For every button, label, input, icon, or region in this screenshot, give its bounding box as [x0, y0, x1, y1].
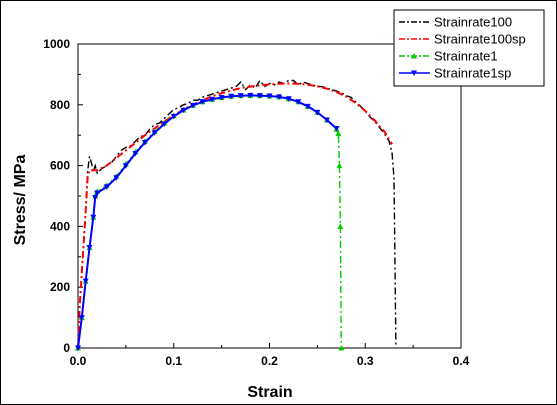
legend-label-strainrate1sp: Strainrate1sp [434, 66, 511, 81]
data-point [337, 223, 344, 229]
data-point [285, 96, 292, 102]
y-tick-label: 0 [63, 341, 70, 355]
data-point [295, 99, 302, 105]
data-point [78, 315, 85, 321]
legend: Strainrate100 Strainrate100sp Strainrate1 S… [393, 9, 545, 87]
series-line-strainrate1sp [77, 94, 338, 349]
data-point [218, 95, 225, 101]
x-tick-label: 0.1 [165, 354, 182, 368]
legend-marker-strainrate1 [411, 53, 417, 59]
plot-area-border [77, 43, 462, 349]
data-point [209, 96, 216, 103]
data-point [276, 94, 283, 100]
data-point [82, 278, 89, 285]
y-tick-label: 200 [50, 280, 70, 294]
data-point [86, 245, 93, 251]
data-point [323, 117, 330, 123]
y-tick-label: 1000 [43, 37, 70, 51]
series-strainrate1 [75, 92, 345, 351]
data-point [113, 175, 120, 181]
legend-marker-strainrate1sp [411, 70, 417, 76]
data-point [247, 92, 254, 99]
data-point [228, 93, 235, 100]
data-point [256, 93, 263, 99]
data-point [304, 103, 311, 110]
series-line-strainrate100sp [77, 82, 393, 349]
legend-label-strainrate100sp: Strainrate100sp [434, 32, 526, 47]
x-tick-label: 0.0 [70, 354, 87, 368]
series-strainrate1sp [75, 92, 340, 351]
data-point [266, 93, 273, 99]
data-point [180, 107, 187, 114]
y-axis-title: Stress/ MPa [12, 155, 29, 246]
y-tick-label: 600 [50, 159, 70, 173]
y-tick-label: 400 [50, 219, 70, 233]
series-line-strainrate100 [77, 79, 397, 349]
data-point [132, 150, 139, 157]
data-point [92, 195, 99, 201]
data-point [94, 190, 101, 196]
data-point [161, 121, 168, 127]
legend-label-strainrate100: Strainrate100 [434, 15, 512, 30]
data-point [170, 113, 177, 120]
legend-label-strainrate1: Strainrate1 [434, 49, 498, 64]
series-strainrate100 [77, 79, 397, 349]
data-point [122, 163, 129, 169]
series-line-strainrate1 [77, 94, 342, 349]
series-layer [75, 79, 397, 351]
data-point [189, 102, 196, 109]
x-tick-label: 0.2 [261, 354, 278, 368]
data-point [103, 184, 110, 190]
data-point [237, 93, 244, 99]
data-point [314, 109, 321, 116]
data-point [151, 130, 158, 136]
data-point [338, 345, 345, 351]
data-point [336, 162, 343, 169]
data-point [199, 99, 206, 105]
series-strainrate100sp [77, 82, 393, 349]
data-point [75, 345, 81, 351]
data-point [335, 130, 342, 137]
x-tick-label: 0.4 [453, 354, 470, 368]
y-tick-label: 800 [50, 98, 70, 112]
y-axis-ticks: 0 200 400 600 800 1000 [43, 37, 83, 355]
x-axis-title: Strain [247, 384, 292, 401]
x-tick-label: 0.3 [357, 354, 374, 368]
data-point [90, 214, 97, 221]
data-point [142, 139, 149, 146]
data-point [333, 126, 340, 132]
x-axis-ticks: 0.0 0.1 0.2 0.3 0.4 [70, 343, 470, 368]
